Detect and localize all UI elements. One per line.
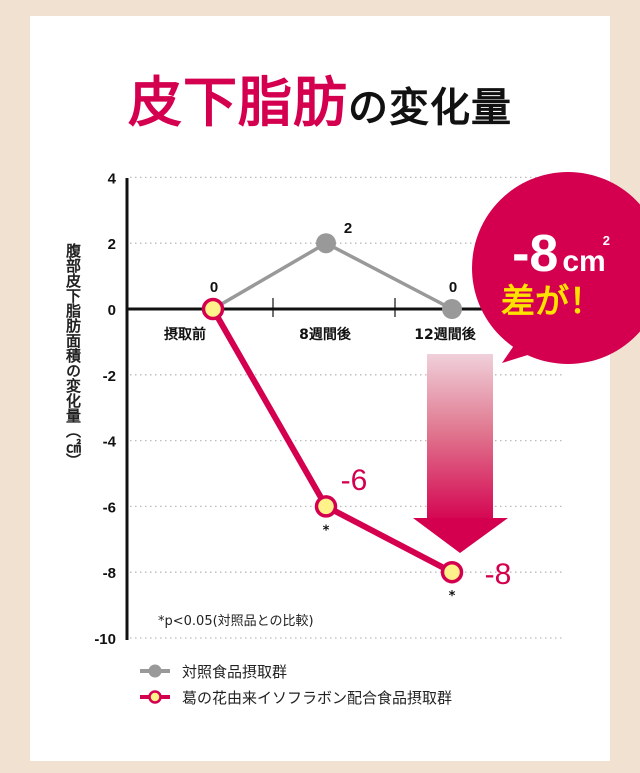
y-tick-label: -2 — [103, 368, 116, 385]
x-tick-label: 摂取前 — [164, 326, 206, 343]
legend-item-isoflavone: 葛の花由来イソフラボン配合食品摂取群 — [140, 684, 452, 710]
y-tick-label: -8 — [103, 565, 116, 582]
isoflavone-marker — [314, 495, 338, 518]
y-tick-label: -10 — [94, 631, 116, 648]
callout-text: 差が！ — [501, 282, 603, 322]
isoflavone-value-label: -6 — [341, 464, 368, 497]
legend-label: 葛の花由来イソフラボン配合食品摂取群 — [182, 688, 453, 707]
control-value-label: 2 — [344, 220, 352, 237]
title-main: 皮下脂肪 — [128, 71, 348, 134]
legend: 対照食品摂取群 葛の花由来イソフラボン配合食品摂取群 — [140, 658, 452, 710]
y-tick-label: 4 — [108, 170, 117, 187]
control-value-label: 0 — [210, 279, 218, 296]
legend-yellow-marker-icon — [140, 690, 170, 704]
footnote: *p<0.05(対照品との比較) — [158, 614, 314, 629]
significance-mark: * — [449, 589, 456, 604]
significance-mark: * — [323, 523, 330, 538]
isoflavone-value-label: -8 — [485, 558, 512, 591]
x-axis-labels: 摂取前 8週間後 12週間後 — [164, 326, 477, 343]
y-tick-label: 2 — [108, 236, 116, 253]
callout-bubble: -8 cm2 差が！ — [472, 172, 640, 364]
control-value-label: 0 — [449, 279, 457, 296]
y-tick-label: -4 — [103, 434, 117, 451]
isoflavone-marker — [440, 560, 464, 584]
page-title: 皮下脂肪の変化量 — [0, 58, 640, 137]
legend-item-control: 対照食品摂取群 — [140, 658, 452, 684]
control-marker — [442, 299, 462, 319]
legend-gray-marker-icon — [140, 664, 170, 678]
y-tick-label: -6 — [103, 499, 116, 516]
legend-label: 対照食品摂取群 — [182, 662, 288, 681]
decrease-arrow-icon — [413, 354, 508, 553]
isoflavone-marker — [201, 297, 225, 321]
y-axis-label: 腹部皮下脂肪面積の変化量（㎠） — [64, 243, 82, 468]
x-tick-label: 8週間後 — [299, 326, 352, 343]
x-tick-label: 12週間後 — [414, 326, 476, 343]
title-suffix: の変化量 — [348, 85, 512, 131]
control-marker — [316, 233, 336, 254]
y-axis-ticks: 4 2 0 -2 -4 -6 -8 -10 — [94, 170, 116, 648]
data-series: 0 2 0 * * -6 -8 — [201, 220, 512, 604]
y-tick-label: 0 — [108, 302, 116, 319]
callout-value: -8 cm2 — [512, 225, 610, 283]
control-line — [212, 241, 453, 311]
